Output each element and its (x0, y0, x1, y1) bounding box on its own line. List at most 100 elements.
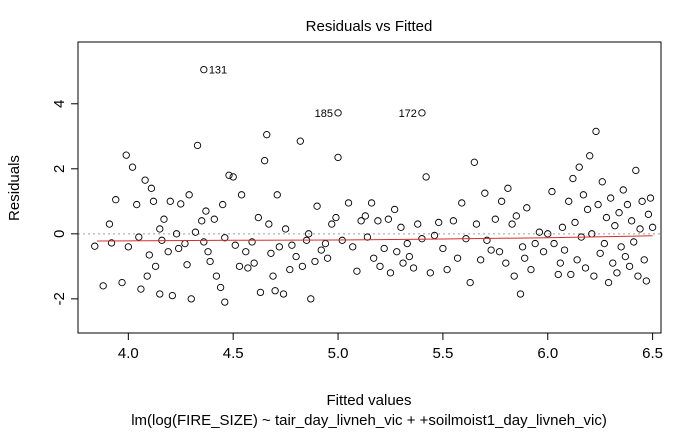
residual-point (269, 272, 277, 280)
residual-point (219, 200, 227, 209)
residual-point (370, 254, 378, 262)
point-label: 185 (315, 108, 333, 120)
residual-point (405, 252, 413, 261)
residual-point (286, 265, 294, 274)
residual-point (481, 189, 489, 197)
residual-point (391, 205, 399, 214)
point-label: 172 (399, 108, 417, 120)
residual-point (191, 228, 200, 236)
residual-point (527, 265, 535, 274)
residual-point (168, 291, 177, 300)
residual-point (221, 234, 229, 242)
residual-point (627, 217, 636, 225)
residual-point (483, 236, 491, 244)
x-tick-label: 4.5 (223, 345, 244, 362)
residual-point (523, 204, 531, 212)
residual-point (607, 194, 615, 202)
residual-point (160, 215, 168, 223)
residual-point (204, 248, 212, 256)
residual-point (296, 137, 304, 145)
residual-point (147, 184, 156, 192)
residual-point (271, 287, 279, 295)
residual-point (307, 295, 315, 303)
residual-point (625, 262, 634, 270)
residual-point (193, 141, 202, 150)
residual-point (458, 199, 466, 207)
residual-point (149, 197, 158, 205)
residual-point (164, 248, 172, 256)
residual-point (397, 223, 405, 231)
residual-point (323, 254, 332, 262)
residual-point (426, 269, 434, 277)
x-tick-label: 5.0 (328, 345, 349, 362)
residual-point (565, 197, 573, 205)
residual-point (613, 269, 621, 277)
residual-point (200, 65, 208, 74)
residual-point (619, 186, 627, 194)
residual-point (128, 163, 137, 171)
residual-point (374, 217, 382, 225)
residual-point (567, 270, 575, 279)
residual-point (279, 290, 288, 298)
residual-point (156, 225, 164, 233)
residual-point (275, 243, 283, 251)
residual-point (235, 262, 244, 270)
residual-point (145, 251, 153, 259)
residual-point (317, 246, 325, 254)
residual-point (602, 213, 611, 222)
residual-point (216, 283, 225, 292)
x-tick-label: 6.5 (642, 345, 663, 362)
residual-point (439, 244, 447, 253)
residual-point (554, 270, 562, 279)
residual-point (137, 285, 145, 293)
residual-point (267, 249, 275, 257)
point-labels-layer: 131 185 172 (209, 65, 417, 120)
residual-point (91, 242, 99, 250)
residual-point (594, 200, 602, 209)
residual-point (632, 166, 640, 175)
residual-point (334, 153, 342, 162)
residual-point (244, 264, 252, 272)
residual-point (531, 239, 539, 248)
residual-point (581, 264, 590, 272)
residual-point (363, 233, 372, 241)
residual-point (466, 278, 474, 287)
residual-point (600, 239, 609, 248)
chart-subtitle: lm(log(FIRE_SIZE) ~ tair_day_livneh_vic … (131, 412, 607, 429)
residual-point (586, 152, 594, 160)
residual-point (248, 238, 256, 246)
residual-point (453, 254, 462, 262)
residual-point (648, 223, 657, 231)
residual-point (409, 264, 418, 272)
residual-point (640, 256, 648, 264)
residual-point (357, 217, 365, 225)
residual-point (443, 265, 451, 274)
y-tick-label: -2 (51, 292, 68, 305)
residual-point (590, 272, 598, 280)
residual-point (556, 259, 564, 267)
residual-point (386, 269, 395, 277)
residual-point (592, 127, 600, 136)
residual-point (642, 277, 650, 285)
point-label: 131 (209, 65, 227, 77)
residual-point (273, 191, 281, 199)
residual-point (435, 218, 443, 227)
residual-point (512, 212, 520, 220)
residual-point (212, 272, 221, 280)
residual-point (414, 220, 422, 228)
residual-point (105, 220, 114, 228)
residual-point (504, 184, 512, 192)
residual-point (237, 191, 246, 199)
residual-point (281, 225, 290, 233)
residual-point (298, 262, 307, 270)
residual-point (367, 199, 376, 207)
residual-point (491, 215, 499, 223)
residual-point (231, 241, 239, 249)
residual-point (521, 254, 529, 262)
residual-point (349, 243, 357, 251)
residual-point (544, 230, 552, 238)
residual-point (472, 220, 481, 228)
x-tick-label: 5.5 (432, 345, 453, 362)
